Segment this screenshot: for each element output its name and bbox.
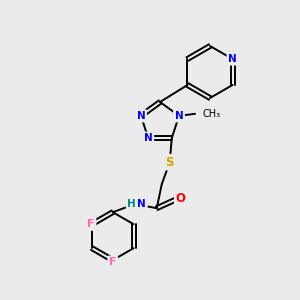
Text: F: F [87,219,95,229]
Text: N: N [137,199,146,209]
Text: H: H [128,199,136,209]
Text: F: F [109,257,116,267]
Text: S: S [166,156,174,169]
Text: CH₃: CH₃ [202,109,220,119]
Text: N: N [228,54,237,64]
Text: N: N [144,133,153,143]
Text: N: N [136,111,146,121]
Text: O: O [176,192,186,205]
Text: N: N [175,111,183,121]
